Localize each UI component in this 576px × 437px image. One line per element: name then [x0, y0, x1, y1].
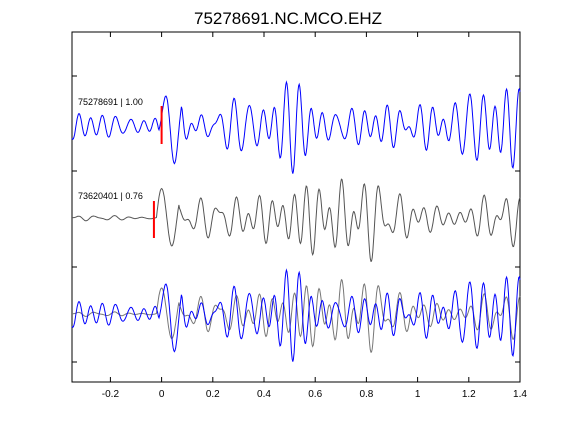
- trace-2-waveform: [71, 178, 521, 262]
- x-tick-label-5: 0.8: [359, 389, 373, 400]
- trace-2-label: 73620401 | 0.76: [78, 191, 143, 201]
- x-tick-label-0: -0.2: [102, 389, 120, 400]
- plot-frame: [71, 31, 521, 383]
- trace-1-label: 75278691 | 1.00: [78, 97, 143, 107]
- y-ticks: [72, 75, 520, 363]
- x-tick-label-8: 1.4: [513, 389, 527, 400]
- x-tick-label-4: 0.6: [308, 389, 322, 400]
- traces: 75278691 | 1.00 73620401 | 0.76: [71, 80, 521, 362]
- x-ticks: -0.2 0 0.2 0.4 0.6 0.8 1 1.2 1.4: [102, 32, 527, 400]
- chart-title: 75278691.NC.MCO.EHZ: [194, 9, 382, 28]
- x-tick-label-1: 0: [159, 389, 165, 400]
- x-tick-label-6: 1: [415, 389, 421, 400]
- x-tick-label-7: 1.2: [462, 389, 476, 400]
- x-tick-label-3: 0.4: [257, 389, 271, 400]
- x-tick-label-2: 0.2: [206, 389, 220, 400]
- trace-1-waveform: [71, 80, 521, 174]
- overlay-trace-1: [71, 268, 521, 362]
